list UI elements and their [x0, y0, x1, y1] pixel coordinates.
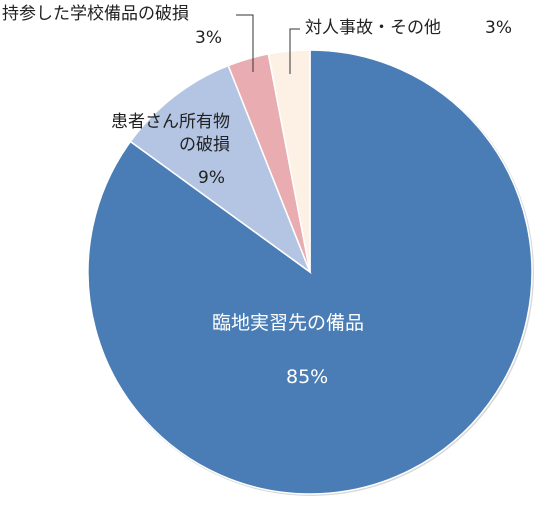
value-label: 85%	[286, 366, 329, 388]
value-label: 9%	[198, 168, 225, 188]
slices	[87, 49, 533, 495]
category-label: 患者さん所有物の破損	[111, 112, 230, 155]
leader-line	[236, 14, 254, 72]
value-label: 3%	[485, 18, 512, 38]
value-label: 3%	[195, 28, 222, 48]
category-label: 対人事故・その他	[305, 18, 441, 38]
category-label: 臨地実習先の備品	[212, 312, 365, 334]
category-label: 持参した学校備品の破損	[2, 4, 189, 24]
pie-slice	[129, 64, 312, 275]
leader-line	[289, 28, 300, 74]
pie-slice	[267, 49, 311, 273]
